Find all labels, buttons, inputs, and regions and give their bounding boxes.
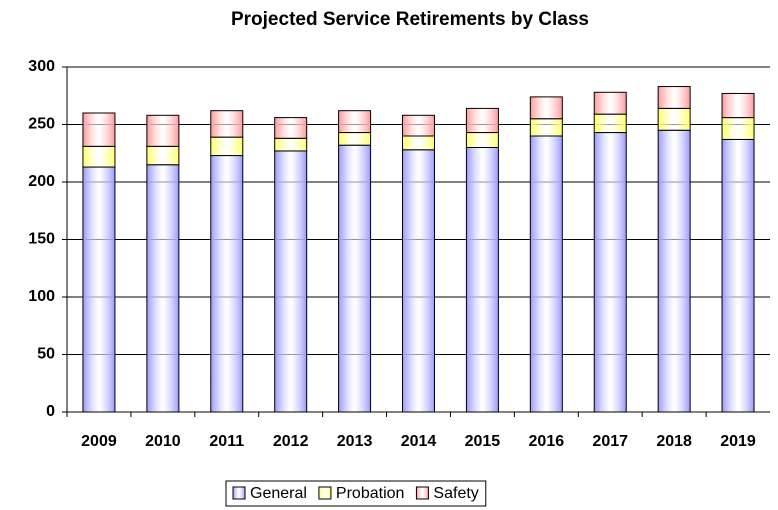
y-tick-label: 300 bbox=[28, 58, 55, 75]
bar-segment bbox=[210, 110, 244, 138]
bar-segment bbox=[721, 138, 755, 413]
bar-segment bbox=[274, 117, 308, 139]
bar-segment bbox=[82, 112, 116, 147]
bar-segment bbox=[402, 135, 435, 151]
bar-segment bbox=[721, 92, 755, 119]
bar-segment bbox=[338, 144, 372, 413]
y-tick-label: 100 bbox=[28, 288, 55, 305]
bar-segment bbox=[529, 96, 563, 120]
bar-segment bbox=[82, 166, 116, 413]
chart-title: Projected Service Retirements by Class bbox=[231, 9, 589, 30]
bar-segment bbox=[721, 117, 755, 140]
bar-segment bbox=[146, 164, 180, 413]
legend-box bbox=[225, 480, 487, 507]
bar-segment bbox=[593, 132, 627, 413]
bar-segment bbox=[82, 145, 116, 168]
x-tick-label: 2013 bbox=[337, 433, 373, 450]
bar-segment bbox=[465, 107, 499, 134]
x-tick-label: 2009 bbox=[81, 433, 117, 450]
bar-segment bbox=[529, 118, 563, 137]
bar-segment bbox=[338, 132, 372, 146]
bar-segment bbox=[465, 147, 499, 413]
legend-label: Safety bbox=[433, 485, 478, 502]
legend-swatch bbox=[318, 486, 332, 500]
bar-segment bbox=[274, 137, 308, 152]
bar-segment bbox=[529, 135, 563, 413]
bar-segment bbox=[338, 110, 372, 134]
bar-segment bbox=[465, 132, 499, 149]
bar-segment bbox=[210, 136, 244, 157]
bar-segment bbox=[274, 150, 308, 413]
bar-segment bbox=[593, 113, 627, 134]
y-tick-label: 0 bbox=[46, 403, 55, 420]
legend-swatch bbox=[232, 486, 246, 500]
y-tick-label: 250 bbox=[28, 116, 55, 133]
bar-segment bbox=[657, 107, 691, 131]
y-tick-label: 200 bbox=[28, 173, 55, 190]
legend-label: Probation bbox=[336, 485, 405, 502]
x-tick-label: 2019 bbox=[720, 433, 756, 450]
y-tick-label: 50 bbox=[37, 346, 55, 363]
bar-segment bbox=[402, 149, 435, 413]
x-tick-label: 2014 bbox=[401, 433, 437, 450]
x-tick-label: 2015 bbox=[465, 433, 501, 450]
bar-segment bbox=[210, 155, 244, 413]
bar-segment bbox=[146, 114, 180, 147]
legend-swatch bbox=[415, 486, 429, 500]
x-tick-label: 2018 bbox=[656, 433, 692, 450]
x-tick-label: 2011 bbox=[209, 433, 244, 450]
legend: General Probation Safety bbox=[225, 480, 487, 507]
x-tick-label: 2016 bbox=[529, 433, 565, 450]
x-tick-label: 2010 bbox=[145, 433, 181, 450]
bar-segment bbox=[402, 114, 435, 137]
legend-label: General bbox=[250, 485, 307, 502]
bar-segment bbox=[657, 129, 691, 413]
bar-segment bbox=[146, 145, 180, 166]
bar-segment bbox=[657, 86, 691, 109]
bar-segment bbox=[593, 91, 627, 115]
y-tick-label: 150 bbox=[28, 231, 55, 248]
x-tick-label: 2017 bbox=[592, 433, 628, 450]
x-tick-label: 2012 bbox=[273, 433, 309, 450]
